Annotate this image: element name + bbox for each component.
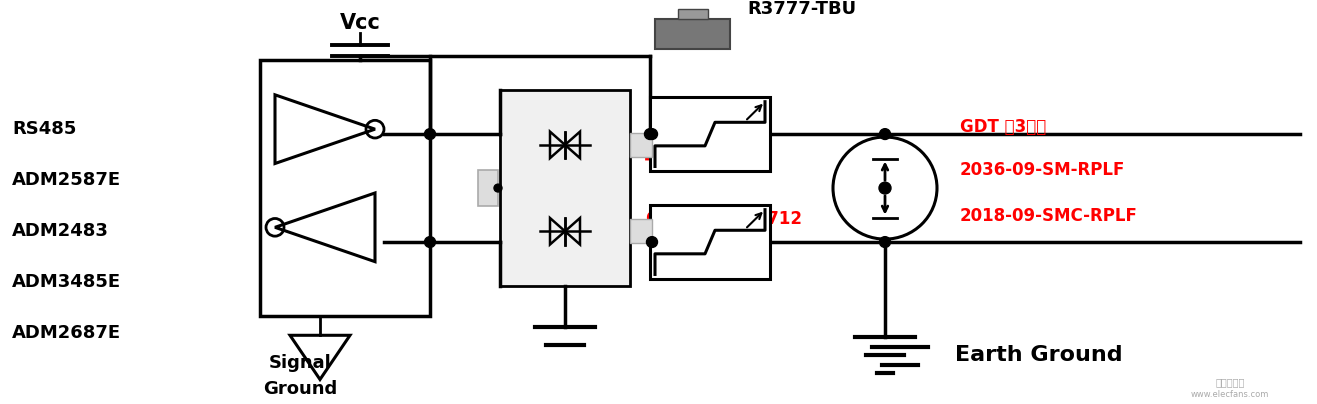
Bar [478, 170, 498, 206]
Bar [651, 97, 770, 171]
Circle shape [878, 182, 892, 194]
Text: TVS: TVS [645, 157, 687, 176]
Circle shape [880, 129, 890, 139]
Text: www.elecfans.com: www.elecfans.com [1191, 390, 1270, 399]
Circle shape [644, 129, 656, 139]
Bar [259, 61, 429, 316]
Text: 电子发烧友: 电子发烧友 [1216, 377, 1245, 387]
Text: RS485: RS485 [12, 120, 76, 138]
Bar [630, 219, 652, 243]
Circle shape [424, 237, 436, 247]
Circle shape [647, 237, 657, 247]
Bar [500, 90, 630, 286]
Text: ADM3485E: ADM3485E [12, 273, 121, 291]
Text: ADM2687E: ADM2687E [12, 324, 121, 342]
Text: R3777-TBU: R3777-TBU [748, 0, 856, 19]
Text: Earth Ground: Earth Ground [955, 345, 1122, 365]
Text: ADM2483: ADM2483 [12, 222, 109, 240]
Text: Ground: Ground [263, 380, 337, 398]
Circle shape [647, 129, 657, 139]
Circle shape [880, 237, 890, 247]
Bar [655, 19, 730, 49]
Text: Vcc: Vcc [340, 13, 381, 33]
Text: 2036-09-SM-RPLF: 2036-09-SM-RPLF [960, 161, 1125, 179]
Bar [677, 9, 707, 19]
Text: ADM2587E: ADM2587E [12, 171, 121, 189]
Text: CDSOT23-SM712: CDSOT23-SM712 [645, 210, 802, 229]
Text: GDT （3極）: GDT （3極） [960, 118, 1046, 136]
Bar [630, 133, 652, 157]
Bar [651, 205, 770, 279]
Circle shape [494, 184, 502, 192]
Text: Signal: Signal [269, 354, 332, 372]
Text: 2018-09-SMC-RPLF: 2018-09-SMC-RPLF [960, 206, 1138, 225]
Circle shape [424, 129, 436, 139]
